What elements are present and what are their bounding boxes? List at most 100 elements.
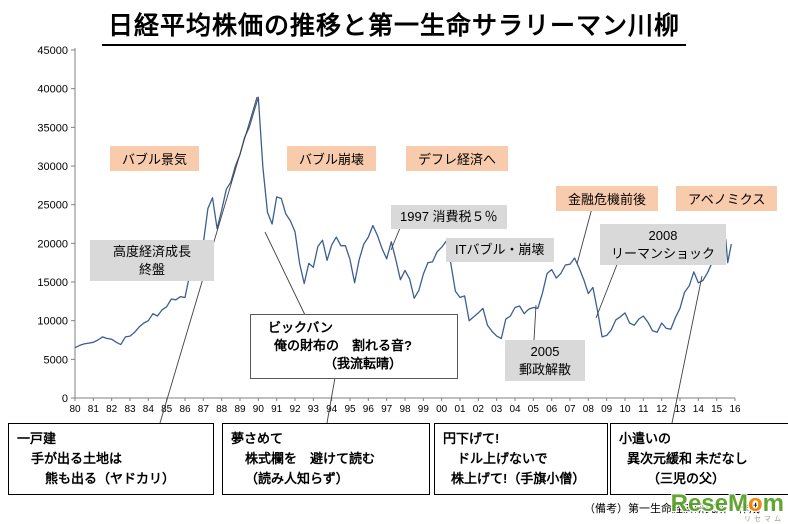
y-tick-label: 5000 — [44, 354, 68, 366]
senryu-box-stock-page: 夢さめて 株式欄を 避けて読む （読み人知らず） — [222, 423, 430, 496]
senryu-line: 夢さめて — [231, 431, 284, 446]
y-tick-label: 40000 — [37, 84, 68, 96]
callout-high-growth: 高度経済成長 終盤 — [90, 240, 214, 282]
x-tick-label: 99 — [418, 404, 430, 415]
x-tick-label: 95 — [344, 404, 356, 415]
logo-text: m — [762, 490, 784, 517]
page-title: 日経平均株価の推移と第一生命サラリーマン川柳 — [0, 6, 788, 46]
leader-line — [326, 371, 337, 424]
callout-line: 郵政解散 — [518, 361, 571, 377]
x-tick-label: 91 — [271, 404, 283, 415]
era-label-text: 金融危機前後 — [568, 192, 647, 207]
senryu-box-1987-land: 一戸建 手が出る土地は 熊も出る（ヤドカリ） — [8, 423, 214, 496]
x-tick-label: 97 — [381, 404, 393, 415]
callout-line: 1997 消費税５％ — [400, 209, 498, 224]
senryu-line: ドル上げないで — [457, 451, 548, 467]
leader-line — [264, 231, 306, 316]
x-tick-label: 08 — [583, 404, 595, 415]
y-tick-label: 0 — [62, 393, 68, 405]
callout-line: リーマンショック — [610, 245, 715, 261]
era-label-text: バブル景気 — [122, 152, 188, 167]
x-tick-label: 04 — [509, 404, 521, 415]
senryu-line: （三児の父） — [647, 471, 726, 487]
x-tick-label: 93 — [308, 404, 320, 415]
x-tick-label: 13 — [674, 404, 686, 415]
y-tick-label: 45000 — [37, 45, 68, 57]
x-tick-label: 11 — [638, 404, 649, 415]
x-tick-label: 00 — [436, 404, 448, 415]
y-tick-label: 20000 — [37, 238, 68, 250]
senryu-line: 手が出る土地は — [31, 451, 123, 467]
x-tick-label: 89 — [234, 404, 246, 415]
callout-line: 2008 — [648, 228, 678, 243]
nikkei-series-line — [74, 96, 732, 349]
x-tick-label: 12 — [656, 404, 668, 415]
callout-line: 高度経済成長 — [112, 244, 191, 259]
senryu-line: （読み人知らず） — [245, 471, 349, 487]
x-tick-label: 03 — [491, 404, 503, 415]
callout-bigbang-senryu: ビックバン 俺の財布の 割れる音? （我流転晴） — [250, 314, 458, 379]
era-label-deflation: デフレ経済へ — [406, 146, 509, 171]
chart-title: 日経平均株価の推移と第一生命サラリーマン川柳 — [101, 6, 686, 46]
x-tick-label: 16 — [729, 404, 741, 415]
leader-line — [671, 275, 703, 424]
era-label-text: バブル崩壊 — [299, 152, 365, 167]
x-tick-label: 94 — [326, 404, 338, 415]
senryu-line: ビックバン — [268, 320, 334, 335]
senryu-line: 株式欄を 避けて読む — [245, 451, 376, 467]
x-tick-label: 82 — [106, 404, 118, 415]
senryu-box-yen-dollar: 円下げて! ドル上げないで 株上げて!（手旗小僧） — [434, 423, 608, 496]
x-tick-label: 80 — [69, 404, 81, 415]
senryu-line: 一戸建 — [17, 431, 57, 446]
senryu-line: 株上げて!（手旗小僧） — [451, 471, 586, 487]
x-tick-label: 96 — [363, 404, 375, 415]
x-tick-label: 84 — [143, 404, 155, 415]
x-tick-label: 14 — [693, 404, 705, 415]
resemom-logo-subtext: リセマム — [744, 516, 784, 523]
x-tick-label: 98 — [399, 404, 411, 415]
era-label-bubble-burst: バブル崩壊 — [287, 146, 377, 171]
x-tick-label: 83 — [124, 404, 136, 415]
senryu-line: 円下げて! — [443, 431, 500, 446]
era-label-abenomics: アベノミクス — [676, 186, 778, 211]
y-tick-label: 35000 — [37, 122, 68, 134]
senryu-line: 熊も出る（ヤドカリ） — [45, 471, 176, 487]
callout-line: 2005 — [530, 344, 560, 359]
callout-consumption-tax-1997: 1997 消費税５％ — [391, 205, 507, 229]
leader-line — [533, 304, 537, 341]
x-tick-label: 87 — [198, 404, 210, 415]
y-tick-label: 10000 — [37, 316, 68, 328]
x-tick-label: 01 — [454, 404, 466, 415]
senryu-line: 俺の財布の 割れる音? — [274, 338, 412, 354]
x-tick-label: 85 — [161, 404, 173, 415]
era-label-financial-crisis: 金融危機前後 — [556, 186, 659, 211]
era-label-bubble-boom: バブル景気 — [110, 146, 200, 171]
callout-line: ITバブル・崩壊 — [455, 242, 545, 257]
y-tick-label: 15000 — [37, 277, 68, 289]
callout-it-bubble: ITバブル・崩壊 — [446, 238, 554, 262]
x-tick-label: 02 — [473, 404, 485, 415]
resemom-logo: ReseMom — [671, 492, 784, 516]
logo-text: ReseM — [670, 490, 748, 517]
x-tick-label: 81 — [88, 404, 100, 415]
leader-line — [390, 227, 401, 251]
x-tick-label: 92 — [289, 404, 301, 415]
era-label-text: アベノミクス — [688, 192, 766, 207]
x-tick-label: 10 — [619, 404, 631, 415]
source-note: （備考）第一生命経済研究所 作成 — [584, 503, 760, 515]
senryu-line: 異次元緩和 未だなし — [627, 451, 748, 467]
era-label-text: デフレ経済へ — [418, 152, 497, 167]
x-tick-label: 06 — [546, 404, 558, 415]
callout-postal-dissolution-2005: 2005 郵政解散 — [505, 340, 585, 382]
y-tick-label: 25000 — [37, 200, 68, 212]
x-tick-label: 07 — [564, 404, 576, 415]
callout-line: 終盤 — [138, 261, 165, 277]
resemom-watermark: ReseMom リセマム — [671, 492, 784, 524]
senryu-line: （我流転晴） — [324, 356, 403, 372]
x-tick-label: 90 — [253, 404, 265, 415]
senryu-box-allowance: 小遣いの 異次元緩和 未だなし （三児の父） — [610, 423, 788, 496]
x-tick-label: 86 — [179, 404, 191, 415]
logo-text-accent: o — [747, 490, 763, 517]
